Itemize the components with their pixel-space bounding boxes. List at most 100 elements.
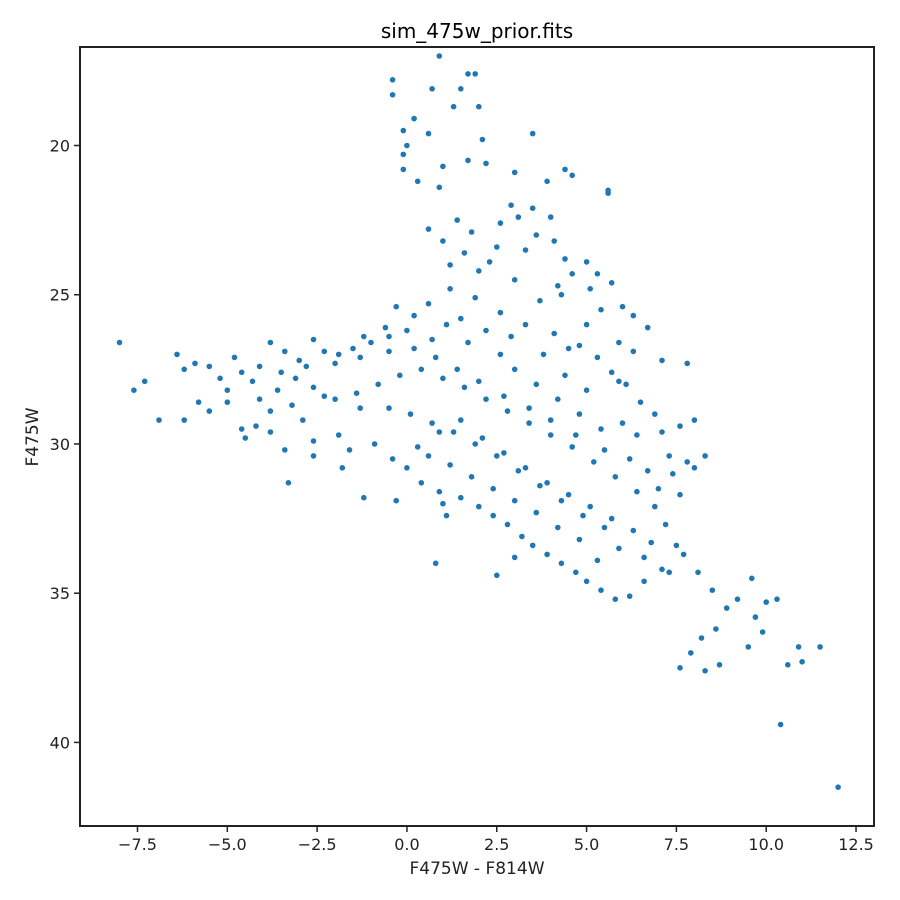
data-point — [749, 575, 755, 582]
x-tick-label: −2.5 — [298, 835, 337, 854]
data-point — [357, 405, 364, 411]
data-point — [601, 524, 608, 531]
data-point — [587, 286, 593, 292]
data-point — [476, 503, 482, 510]
data-point — [425, 300, 432, 307]
data-point — [300, 417, 306, 423]
data-point — [282, 348, 288, 355]
x-tick-label: 2.5 — [484, 835, 509, 854]
data-point — [526, 420, 532, 426]
data-point — [569, 271, 575, 277]
data-point — [558, 560, 565, 567]
data-point — [332, 360, 338, 367]
data-point — [644, 468, 651, 474]
data-point — [411, 312, 417, 319]
data-point — [555, 396, 561, 403]
data-point — [454, 217, 461, 223]
data-point — [267, 339, 274, 346]
data-point — [569, 444, 575, 450]
data-point — [335, 351, 342, 358]
data-point — [576, 342, 583, 349]
data-point — [680, 551, 687, 558]
data-point — [310, 336, 317, 343]
data-point — [734, 596, 741, 602]
data-point — [569, 172, 575, 179]
data-point — [278, 369, 285, 376]
data-point — [353, 390, 360, 397]
data-point — [382, 324, 389, 331]
data-point — [432, 560, 439, 567]
data-point — [659, 357, 665, 364]
data-point — [522, 247, 529, 253]
data-point — [436, 184, 443, 191]
data-point — [723, 605, 730, 611]
x-tick-label: −5.0 — [208, 835, 247, 854]
data-point — [468, 229, 475, 235]
data-point — [562, 166, 568, 173]
data-point — [418, 480, 425, 486]
data-point — [429, 336, 435, 343]
data-point — [623, 381, 629, 388]
data-point — [684, 459, 690, 465]
data-point — [476, 268, 482, 274]
data-point — [465, 339, 471, 346]
data-point — [501, 450, 507, 456]
data-point — [529, 130, 536, 137]
data-point — [616, 339, 622, 346]
x-axis-label: F475W - F814W — [409, 859, 544, 879]
data-point — [361, 333, 367, 340]
data-point — [641, 578, 647, 585]
x-axis-ticks: −7.5 −5.0 −2.5 0.0 2.5 5.0 7.5 10.0 12.5 — [118, 826, 874, 854]
data-point — [386, 348, 392, 355]
data-point — [465, 71, 471, 77]
data-point — [716, 662, 723, 668]
data-point — [547, 417, 554, 423]
data-point — [450, 103, 457, 110]
data-point — [537, 482, 543, 489]
data-point — [156, 417, 162, 423]
data-point — [321, 393, 328, 400]
data-point — [637, 399, 644, 406]
data-point — [389, 92, 396, 98]
data-point — [504, 521, 511, 528]
data-point — [666, 453, 672, 459]
data-point — [192, 360, 198, 367]
data-point — [587, 503, 593, 510]
data-point — [562, 372, 568, 379]
data-point — [361, 494, 367, 501]
data-point — [652, 503, 658, 510]
data-point — [511, 497, 518, 504]
data-point — [461, 250, 468, 256]
data-point — [339, 465, 346, 471]
data-point — [670, 471, 676, 477]
data-point — [691, 417, 698, 423]
data-point — [630, 348, 637, 355]
data-point — [763, 599, 769, 605]
data-point — [529, 205, 536, 211]
data-point — [835, 784, 841, 790]
y-tick-label: 30 — [50, 435, 70, 454]
data-point — [612, 596, 619, 602]
data-point — [335, 432, 342, 438]
data-point — [565, 345, 572, 352]
data-point — [598, 587, 604, 593]
data-point — [634, 432, 640, 438]
data-point — [785, 662, 791, 668]
data-point — [713, 626, 719, 632]
y-tick-label: 35 — [50, 584, 70, 603]
data-point — [677, 491, 683, 498]
data-point — [558, 497, 565, 504]
data-point — [759, 629, 766, 635]
data-point — [217, 375, 223, 382]
data-point — [472, 441, 479, 447]
data-point — [357, 354, 364, 361]
data-point — [404, 142, 410, 149]
data-point — [817, 644, 823, 650]
data-point — [583, 259, 590, 265]
data-point — [231, 354, 238, 361]
data-point — [526, 405, 532, 411]
data-point — [616, 545, 622, 552]
data-point — [519, 533, 525, 540]
data-point — [583, 578, 590, 585]
data-point — [346, 447, 353, 453]
